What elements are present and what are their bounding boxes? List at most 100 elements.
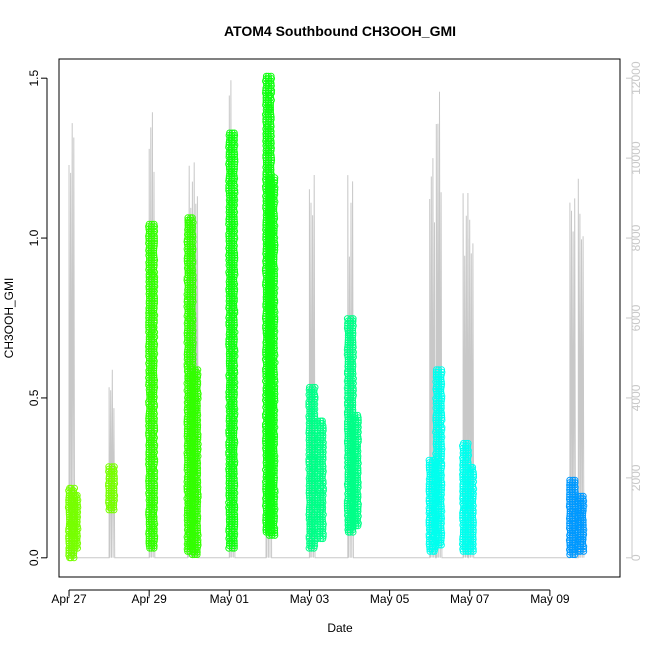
data-point bbox=[464, 459, 472, 467]
data-point bbox=[189, 358, 196, 366]
data-point bbox=[464, 449, 472, 457]
data-point bbox=[270, 469, 278, 477]
data-point bbox=[230, 403, 238, 411]
data-point bbox=[150, 244, 158, 252]
data-point bbox=[230, 451, 238, 459]
data-point bbox=[231, 515, 239, 523]
data-point bbox=[231, 479, 239, 487]
data-point bbox=[354, 476, 362, 484]
y-tick-label: 0.0 bbox=[27, 549, 41, 566]
data-point bbox=[271, 387, 278, 395]
data-point bbox=[319, 427, 327, 435]
data-point bbox=[194, 539, 202, 547]
data-point bbox=[150, 374, 158, 382]
data-point bbox=[194, 527, 201, 535]
data-point bbox=[437, 455, 445, 463]
data-point bbox=[231, 218, 238, 226]
data-point bbox=[267, 166, 275, 174]
y2-tick-label: 0 bbox=[629, 554, 643, 561]
data-point bbox=[111, 480, 119, 487]
data-point bbox=[110, 487, 118, 495]
data-point bbox=[354, 507, 362, 515]
data-point bbox=[437, 402, 445, 410]
data-point bbox=[354, 433, 362, 441]
data-point bbox=[150, 487, 158, 495]
data-point bbox=[230, 179, 238, 187]
data-point bbox=[438, 426, 446, 434]
data-point bbox=[194, 479, 202, 487]
data-point bbox=[193, 503, 201, 511]
data-point bbox=[194, 380, 202, 388]
data-point bbox=[230, 304, 238, 312]
data-point bbox=[231, 503, 239, 511]
data-point bbox=[231, 518, 239, 526]
data-point bbox=[193, 419, 201, 427]
data-point bbox=[150, 472, 158, 480]
series-2 bbox=[225, 72, 279, 552]
data-point bbox=[188, 307, 196, 315]
data-point bbox=[270, 435, 278, 443]
data-point bbox=[194, 395, 202, 403]
data-point bbox=[270, 368, 278, 376]
data-point bbox=[231, 165, 238, 173]
data-point bbox=[230, 542, 238, 550]
data-point bbox=[267, 142, 275, 150]
data-point bbox=[319, 443, 327, 451]
data-point bbox=[318, 508, 326, 516]
y-tick-label: 0.5 bbox=[27, 389, 41, 406]
data-point bbox=[230, 494, 238, 502]
data-point bbox=[349, 317, 357, 325]
x-tick-label: Apr 29 bbox=[131, 592, 167, 606]
points-layer bbox=[64, 72, 588, 562]
data-point bbox=[579, 540, 587, 548]
data-point bbox=[150, 220, 158, 228]
data-point bbox=[469, 523, 477, 531]
data-point bbox=[230, 446, 238, 454]
data-point bbox=[469, 509, 477, 517]
data-point bbox=[193, 407, 201, 415]
data-point bbox=[193, 519, 201, 527]
data-point bbox=[194, 529, 202, 537]
data-point bbox=[150, 364, 158, 372]
data-point bbox=[193, 481, 201, 489]
data-point bbox=[151, 535, 159, 543]
data-point bbox=[150, 391, 158, 399]
data-point bbox=[230, 261, 238, 269]
data-point bbox=[231, 266, 238, 274]
data-point bbox=[437, 404, 445, 412]
data-point bbox=[150, 345, 158, 353]
data-point bbox=[230, 429, 238, 437]
data-point bbox=[319, 424, 327, 432]
data-point bbox=[193, 426, 201, 434]
data-point bbox=[270, 229, 278, 237]
data-point bbox=[465, 451, 472, 459]
data-point bbox=[150, 309, 158, 317]
data-point bbox=[270, 503, 278, 511]
data-point bbox=[230, 302, 238, 310]
data-point bbox=[189, 259, 197, 267]
data-point bbox=[110, 484, 118, 492]
data-point bbox=[270, 510, 278, 518]
series-4 bbox=[425, 366, 478, 555]
data-point bbox=[193, 462, 201, 470]
data-point bbox=[230, 431, 238, 439]
data-point bbox=[467, 519, 475, 527]
data-point bbox=[267, 111, 275, 119]
data-point bbox=[270, 279, 278, 287]
data-point bbox=[230, 278, 238, 286]
data-point bbox=[469, 521, 477, 529]
data-point bbox=[270, 500, 278, 508]
data-point bbox=[271, 395, 279, 403]
data-point bbox=[151, 299, 158, 307]
data-point bbox=[267, 115, 275, 123]
data-point bbox=[318, 475, 326, 483]
data-point bbox=[319, 499, 327, 507]
data-point bbox=[267, 101, 274, 109]
data-point bbox=[349, 341, 357, 349]
x-tick-label: Apr 27 bbox=[51, 592, 87, 606]
data-point bbox=[579, 514, 587, 522]
data-point bbox=[319, 434, 327, 442]
data-point bbox=[150, 515, 158, 523]
data-point bbox=[438, 380, 446, 388]
data-point bbox=[71, 484, 78, 492]
